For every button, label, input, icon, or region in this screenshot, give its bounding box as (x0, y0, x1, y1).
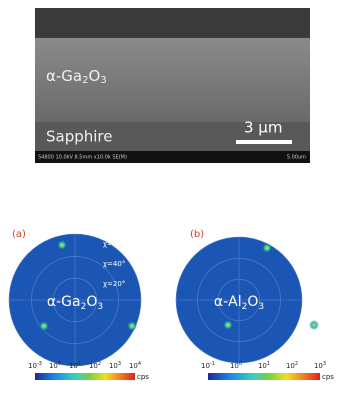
scale-bar (236, 140, 292, 144)
tick-base: 10 (230, 362, 239, 370)
colorbar-tick-label: 102 (286, 361, 298, 371)
tick-base: 10 (89, 362, 98, 370)
tick-exponent: 3 (118, 361, 121, 367)
diffraction-spot (57, 240, 67, 250)
chi-label: χ=60° (103, 240, 125, 248)
colorbar-tick-label: 101 (69, 361, 81, 371)
diffraction-spot (39, 321, 49, 331)
material-label: α-Al2O3 (214, 294, 264, 312)
tick-exponent: 1 (78, 361, 81, 367)
label-part: α-Ga (46, 67, 82, 85)
colorbar-tick-label: 10-1 (201, 361, 215, 371)
sem-image: α-Ga2O3 Sapphire 3 μm S4800 10.0kV 8.5mm… (35, 8, 310, 163)
colorbar (208, 373, 320, 380)
diffraction-spot (262, 243, 272, 253)
tick-base: 10 (258, 362, 267, 370)
label-part: 3 (97, 302, 103, 312)
colorbar-tick-label: 100 (230, 361, 242, 371)
film-label: α-Ga2O3 (46, 67, 107, 87)
colorbar-tick-label: 100 (49, 361, 61, 371)
tick-base: 10 (286, 362, 295, 370)
substrate-label: Sapphire (46, 128, 113, 146)
tick-exponent: 0 (239, 361, 242, 367)
diffraction-spot (309, 320, 319, 330)
label-part: 3 (100, 75, 106, 86)
tick-exponent: 2 (98, 361, 101, 367)
colorbar-tick-label: 103 (314, 361, 326, 371)
label-part: O (86, 294, 97, 310)
tick-exponent: 4 (138, 361, 141, 367)
scale-label: 3 μm (244, 119, 282, 137)
tick-exponent: -3 (37, 361, 42, 367)
tick-exponent: 1 (267, 361, 270, 367)
chi-label: χ=20° (103, 280, 125, 288)
tick-base: 10 (314, 362, 323, 370)
tick-base: 10 (28, 362, 37, 370)
colorbar-unit: cps (137, 373, 149, 381)
tick-exponent: 2 (295, 361, 298, 367)
figure: α-Ga2O3 Sapphire 3 μm S4800 10.0kV 8.5mm… (0, 0, 341, 403)
tick-base: 10 (129, 362, 138, 370)
tick-exponent: -1 (210, 361, 215, 367)
diffraction-spot (223, 320, 233, 330)
colorbar-tick-label: 102 (89, 361, 101, 371)
label-part: O (247, 294, 258, 310)
panel-label: (a) (12, 229, 26, 240)
diffraction-spot (127, 321, 137, 331)
info-left: S4800 10.0kV 8.5mm x10.0k SE(M) (38, 155, 127, 161)
tick-base: 10 (49, 362, 58, 370)
colorbar-tick-label: 101 (258, 361, 270, 371)
label-part: 3 (258, 302, 264, 312)
colorbar (35, 373, 135, 380)
label-part: α-Ga (47, 294, 81, 310)
colorbar-tick-label: 10-3 (28, 361, 42, 371)
tick-exponent: 0 (58, 361, 61, 367)
info-right: 5.00um (287, 155, 306, 161)
material-label: α-Ga2O3 (47, 294, 103, 312)
sem-background (35, 8, 310, 38)
tick-base: 10 (201, 362, 210, 370)
tick-exponent: 3 (323, 361, 326, 367)
page: α-Ga2O3 Sapphire 3 μm S4800 10.0kV 8.5mm… (0, 0, 341, 403)
colorbar-unit: cps (322, 373, 334, 381)
colorbar-tick-label: 103 (109, 361, 121, 371)
colorbar-tick-label: 104 (129, 361, 141, 371)
panel-label: (b) (190, 229, 204, 240)
tick-base: 10 (109, 362, 118, 370)
label-part: O (89, 67, 101, 85)
tick-base: 10 (69, 362, 78, 370)
label-part: α-Al (214, 294, 242, 310)
chi-label: χ=40° (103, 260, 125, 268)
